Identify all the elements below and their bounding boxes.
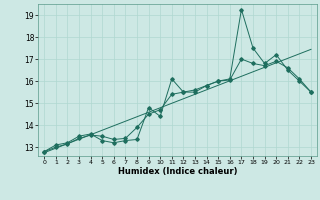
- X-axis label: Humidex (Indice chaleur): Humidex (Indice chaleur): [118, 167, 237, 176]
